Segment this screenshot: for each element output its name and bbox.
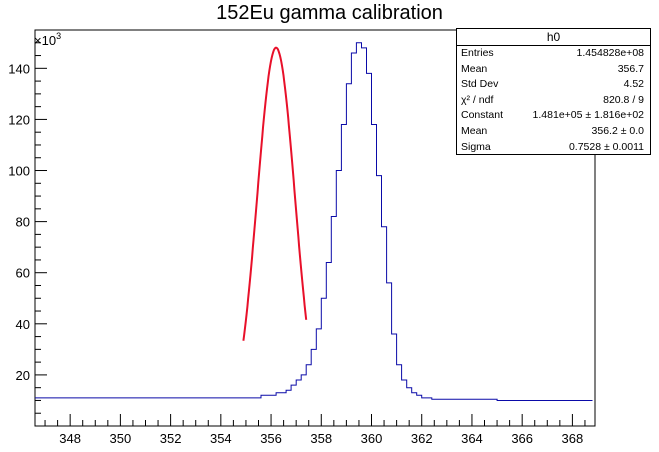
stats-row-value: 820.8 / 9: [603, 93, 644, 106]
stats-row-label: χ² / ndf: [461, 93, 494, 106]
stats-row: Mean 356.2 ± 0.0: [457, 124, 650, 140]
stats-row-label: Std Dev: [461, 78, 499, 91]
stats-row-label: Mean: [461, 124, 488, 137]
stats-row: χ² / ndf 820.8 / 9: [457, 93, 650, 109]
histogram-series: [35, 42, 593, 401]
y-tick-label: 60: [16, 266, 30, 281]
stats-row-label: Mean: [461, 62, 488, 75]
stats-row-value: 356.2 ± 0.0: [591, 124, 644, 137]
y-tick-label: 140: [8, 61, 30, 76]
stats-row-label: Entries: [461, 47, 494, 59]
stats-row-value: 356.7: [617, 62, 644, 75]
stats-row: Entries 1.454828e+08: [457, 46, 650, 62]
stats-row-value: 1.481e+05 ± 1.816e+02: [532, 109, 644, 122]
x-tick-label: 350: [110, 431, 132, 446]
x-tick-label: 360: [361, 431, 383, 446]
plot-frame: [34, 29, 596, 427]
x-tick-label: 364: [461, 431, 483, 446]
x-tick-label: 366: [511, 431, 533, 446]
stats-row: Std Dev 4.52: [457, 77, 650, 93]
chart-title: 152Eu gamma calibration: [216, 2, 443, 24]
gaussian-fit-curve: [242, 46, 308, 341]
x-tick-label: 348: [59, 431, 81, 446]
y-axis-multiplier-exponent: 3: [56, 31, 61, 41]
stats-row: Constant 1.481e+05 ± 1.816e+02: [457, 108, 650, 124]
stats-row-value: 0.7528 ± 0.0011: [568, 140, 644, 153]
y-tick-label: 100: [8, 164, 30, 179]
x-tick-label: 354: [210, 431, 232, 446]
stats-row-value: 4.52: [623, 78, 644, 91]
y-tick-label: 40: [16, 317, 30, 332]
x-tick-label: 356: [260, 431, 282, 446]
x-tick-label: 358: [310, 431, 332, 446]
stats-row-value: 1.454828e+08: [576, 47, 644, 59]
y-axis-multiplier: ×103: [34, 31, 61, 48]
y-tick-label: 120: [8, 112, 30, 127]
stats-histogram-name: h0: [457, 29, 650, 46]
stats-row-label: Constant: [461, 109, 504, 122]
stats-box: h0 Entries 1.454828e+08 Mean 356.7 Std Dev 4.…: [456, 28, 651, 155]
x-tick-label: 352: [160, 431, 182, 446]
x-tick-label: 368: [562, 431, 584, 446]
y-tick-label: 80: [16, 215, 30, 230]
stats-row-label: Sigma: [461, 140, 491, 153]
stats-row: Sigma 0.7528 ± 0.0011: [457, 140, 650, 156]
x-tick-label: 362: [411, 431, 433, 446]
y-tick-label: 20: [16, 368, 30, 383]
stats-row: Mean 356.7: [457, 62, 650, 78]
